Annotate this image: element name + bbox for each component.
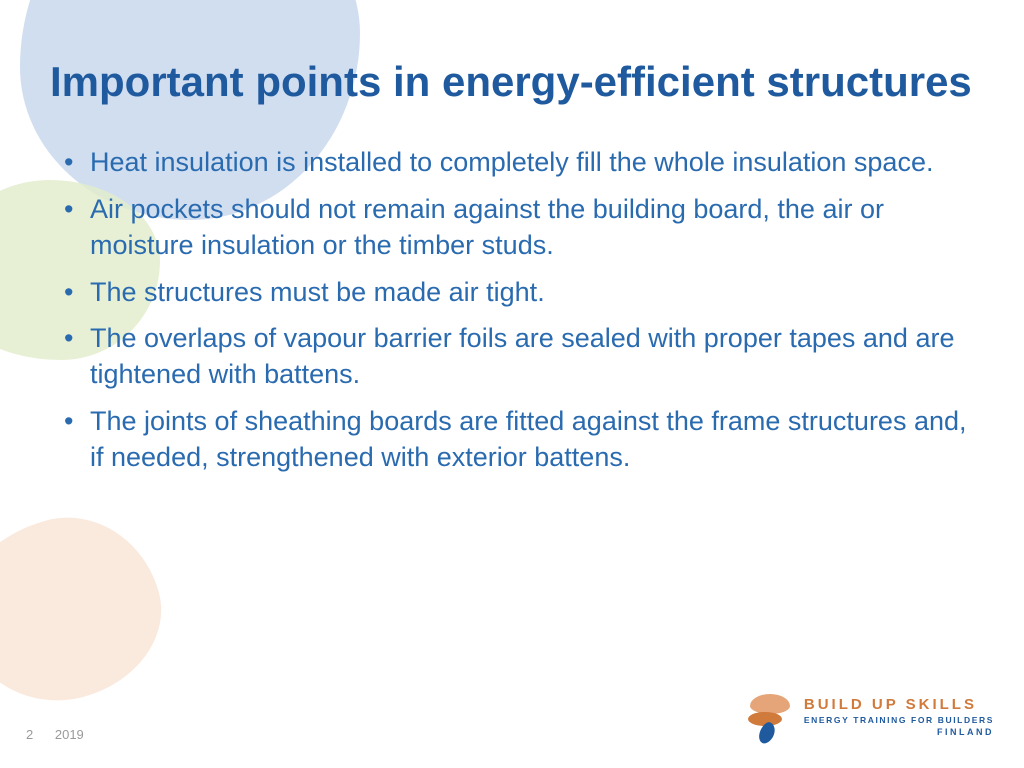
page-number: 2 (26, 727, 33, 742)
logo-line1: BUILD UP SKILLS (804, 696, 994, 713)
slide-footer: 2 2019 (26, 727, 84, 742)
bullet-list: Heat insulation is installed to complete… (50, 144, 974, 476)
bullet-item: Air pockets should not remain against th… (58, 191, 974, 264)
bullet-item: Heat insulation is installed to complete… (58, 144, 974, 180)
logo-text: BUILD UP SKILLS ENERGY TRAINING FOR BUIL… (804, 690, 994, 737)
bullet-item: The structures must be made air tight. (58, 274, 974, 310)
bullet-item: The overlaps of vapour barrier foils are… (58, 320, 974, 393)
slide-content: Important points in energy-efficient str… (0, 0, 1024, 476)
bg-blob-orange (0, 497, 180, 723)
slide-title: Important points in energy-efficient str… (50, 58, 974, 106)
brand-logo: BUILD UP SKILLS ENERGY TRAINING FOR BUIL… (746, 690, 994, 746)
footer-year: 2019 (55, 727, 84, 742)
bullet-item: The joints of sheathing boards are fitte… (58, 403, 974, 476)
logo-line2: ENERGY TRAINING FOR BUILDERS (804, 715, 994, 725)
logo-line3: FINLAND (804, 727, 994, 737)
logo-mark-icon (746, 690, 794, 746)
